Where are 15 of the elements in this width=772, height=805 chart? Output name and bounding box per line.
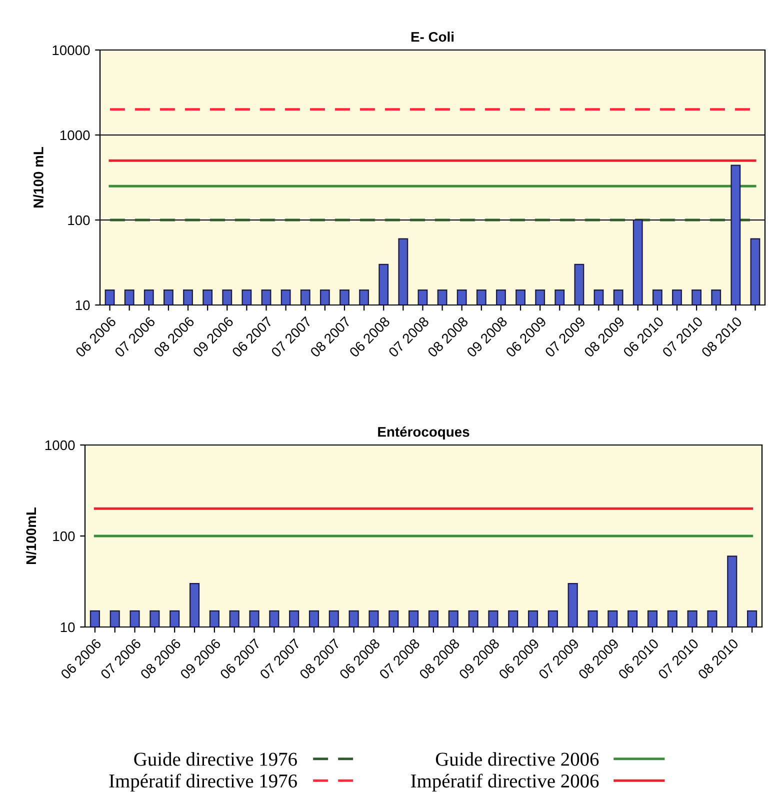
y-tick-label: 100 bbox=[53, 531, 75, 542]
y-tick-label: 10 bbox=[76, 300, 90, 310]
y-tick-label: 10 bbox=[60, 622, 75, 632]
legend-label: Impératif directive 2006 bbox=[411, 774, 599, 792]
y-axis-title: N/100 mL bbox=[33, 147, 44, 208]
chart-title: Entérocoques bbox=[378, 426, 470, 440]
y-tick-label: 100 bbox=[68, 215, 90, 226]
legend-label: Impératif directive 1976 bbox=[109, 774, 297, 792]
y-tick-label: 1000 bbox=[60, 130, 90, 140]
legend-label: Guide directive 2006 bbox=[436, 752, 599, 766]
y-tick-label: 1000 bbox=[45, 440, 75, 450]
chart-title: E- Coli bbox=[411, 32, 454, 42]
legend-label: Guide directive 1976 bbox=[134, 752, 297, 766]
y-tick-label: 10000 bbox=[52, 45, 90, 56]
y-axis-title: N/100mL bbox=[26, 507, 36, 564]
